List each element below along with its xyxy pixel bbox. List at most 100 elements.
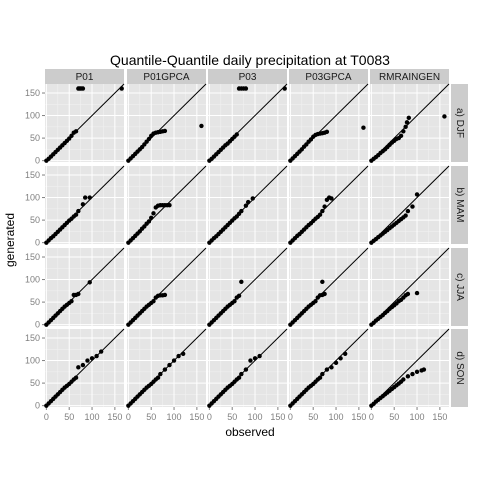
data-point xyxy=(342,351,348,356)
data-point xyxy=(406,115,412,121)
data-point xyxy=(361,125,366,130)
data-point xyxy=(94,353,99,359)
data-point xyxy=(338,356,343,361)
facet-panel xyxy=(207,165,288,245)
facet-panel xyxy=(288,83,369,163)
x-tick-label: 50 xyxy=(146,412,156,422)
facet-panel xyxy=(369,83,450,163)
column-strip-label: P01GPCA xyxy=(143,72,189,83)
data-point xyxy=(252,356,258,361)
facet-panel xyxy=(126,83,207,163)
data-point xyxy=(403,124,408,130)
x-tick-label: 100 xyxy=(167,412,182,422)
y-tick-label: 0 xyxy=(35,156,40,166)
data-point xyxy=(245,199,251,205)
x-axis-label: observed xyxy=(225,425,274,439)
y-tick-label: 0 xyxy=(35,320,40,330)
data-point xyxy=(69,299,74,304)
data-point xyxy=(324,129,330,134)
column-strip-label: P03 xyxy=(239,72,257,83)
data-point xyxy=(329,365,334,370)
data-point xyxy=(239,371,244,377)
data-point xyxy=(317,375,323,380)
data-point xyxy=(239,208,244,214)
row-strip xyxy=(451,248,468,326)
data-point xyxy=(69,133,74,139)
x-tick-label: 150 xyxy=(189,412,204,422)
data-point xyxy=(250,196,255,201)
y-tick-label: 0 xyxy=(35,401,40,411)
column-strip xyxy=(208,69,287,84)
data-point xyxy=(405,208,411,214)
data-point xyxy=(322,204,327,209)
x-tick-label: 50 xyxy=(389,412,399,422)
data-point xyxy=(162,367,168,372)
x-tick-label: 50 xyxy=(308,412,318,422)
data-point xyxy=(243,86,249,91)
column-strip-label: P01 xyxy=(76,72,94,83)
column-strip xyxy=(370,69,449,84)
data-point xyxy=(414,192,420,197)
data-point xyxy=(239,279,244,285)
data-point xyxy=(414,290,420,296)
data-point xyxy=(421,367,427,372)
data-point xyxy=(243,367,249,372)
facet-panel xyxy=(369,247,450,327)
data-point xyxy=(324,367,330,372)
row-strip xyxy=(451,84,468,162)
data-point xyxy=(243,203,249,208)
facet-panel xyxy=(44,165,125,245)
y-tick-label: 100 xyxy=(25,111,40,121)
row-strip xyxy=(451,166,468,244)
data-point xyxy=(171,358,177,363)
data-point xyxy=(158,371,163,377)
x-tick-label: 0 xyxy=(207,412,212,422)
data-point xyxy=(333,360,339,366)
data-point xyxy=(180,351,186,356)
data-point xyxy=(414,369,420,375)
data-point xyxy=(146,136,152,142)
data-point xyxy=(162,128,168,134)
y-tick-label: 50 xyxy=(30,215,40,225)
facet-panel xyxy=(369,165,450,245)
y-axis-label: generated xyxy=(3,213,17,267)
x-tick-label: 0 xyxy=(288,412,293,422)
x-tick-label: 0 xyxy=(126,412,131,422)
data-point xyxy=(403,213,408,218)
data-point xyxy=(167,362,172,368)
data-point xyxy=(73,129,79,134)
facet-panel xyxy=(207,83,288,163)
y-tick-label: 150 xyxy=(25,252,40,262)
x-tick-label: 0 xyxy=(369,412,374,422)
data-point xyxy=(76,365,81,370)
y-tick-label: 50 xyxy=(30,297,40,307)
data-point xyxy=(80,86,86,91)
data-point xyxy=(76,208,81,214)
data-point xyxy=(410,371,415,377)
x-tick-label: 100 xyxy=(410,412,425,422)
facet-panel xyxy=(288,247,369,327)
y-tick-label: 150 xyxy=(25,333,40,343)
data-point xyxy=(98,349,104,354)
facet-panel xyxy=(288,328,369,408)
x-tick-label: 50 xyxy=(64,412,74,422)
y-tick-label: 0 xyxy=(35,238,40,248)
x-tick-label: 150 xyxy=(351,412,366,422)
y-tick-label: 100 xyxy=(25,356,40,366)
data-point xyxy=(282,86,287,91)
row-strip-label: c) JJA xyxy=(454,273,465,301)
data-point xyxy=(398,133,404,139)
data-point xyxy=(405,291,411,297)
column-strip-label: RMRAINGEN xyxy=(379,72,440,83)
data-point xyxy=(151,211,156,216)
facet-panel xyxy=(44,328,125,408)
column-strip xyxy=(289,69,368,84)
x-tick-label: 150 xyxy=(270,412,285,422)
facet-panel xyxy=(207,328,288,408)
y-tick-label: 100 xyxy=(25,193,40,203)
x-tick-label: 100 xyxy=(85,412,100,422)
data-point xyxy=(119,86,124,91)
data-point xyxy=(410,204,415,209)
